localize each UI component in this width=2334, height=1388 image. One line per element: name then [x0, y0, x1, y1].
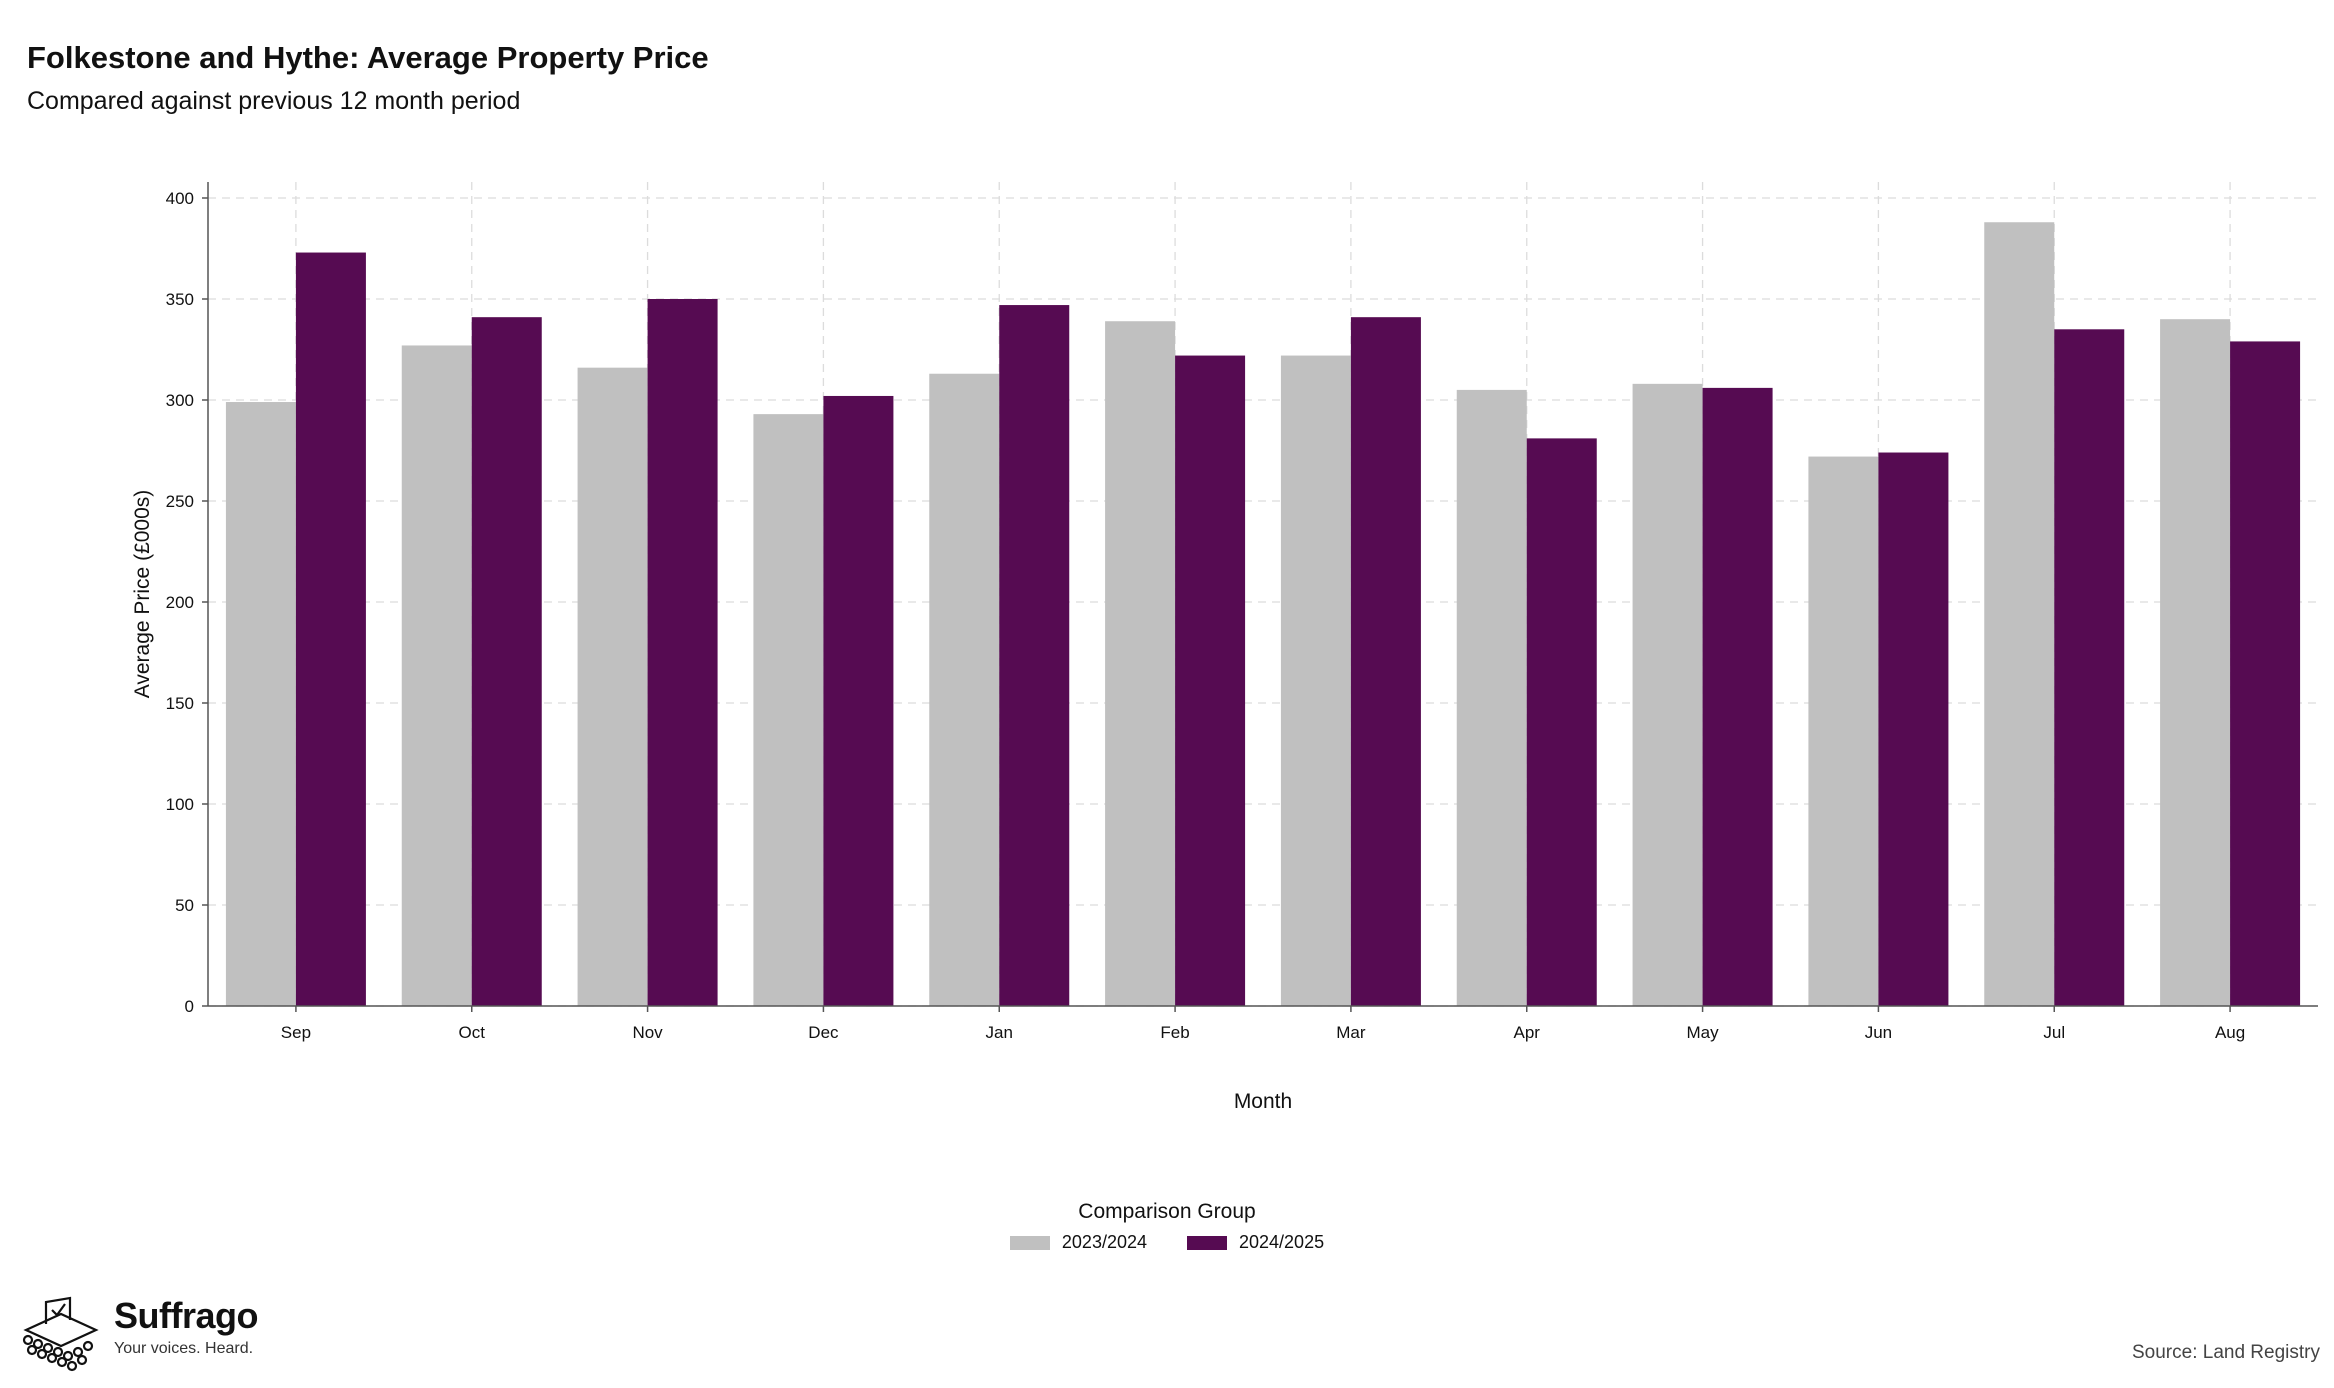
bar-chart: 0 50 100 150 200 250 300 350 400 Sep Oct Nov Dec Jan F… [131, 182, 2318, 1113]
bar [1808, 456, 1879, 1006]
bar [1105, 321, 1176, 1007]
bar [225, 402, 296, 1006]
bar [647, 299, 718, 1006]
y-tick-label: 400 [166, 189, 194, 208]
x-tick-label: Sep [281, 1023, 311, 1042]
x-axis-title: Month [1234, 1090, 1292, 1113]
x-tick-label: Dec [808, 1023, 839, 1042]
bar [1280, 355, 1351, 1006]
brand-tagline: Your voices. Heard. [114, 1339, 254, 1357]
bar [1702, 387, 1773, 1006]
bar [295, 252, 366, 1007]
legend-label: 2023/2024 [1061, 1232, 1147, 1252]
x-tick-label: Feb [1160, 1023, 1189, 1042]
bar [1175, 355, 1246, 1006]
y-tick-label: 350 [166, 290, 194, 309]
y-tick-label: 250 [166, 492, 194, 511]
bar [471, 317, 542, 1006]
legend-swatch [1187, 1235, 1227, 1250]
bar [1878, 452, 1949, 1006]
x-tick-label: Apr [1514, 1023, 1541, 1042]
bar [1350, 317, 1421, 1006]
x-tick-label: May [1687, 1023, 1720, 1042]
legend-item-2023-2024: 2023/2024 [1009, 1232, 1147, 1253]
chart-subtitle: Compared against previous 12 month perio… [27, 87, 521, 115]
brand-name: Suffrago [114, 1295, 259, 1336]
bar [401, 345, 472, 1007]
bar [929, 373, 1000, 1006]
bar [1984, 222, 2055, 1007]
y-tick-label: 100 [166, 795, 194, 814]
x-tick-label: Mar [1336, 1023, 1366, 1042]
ballot-box-icon [22, 1296, 99, 1372]
bar [753, 414, 824, 1006]
bar [2160, 319, 2231, 1006]
y-axis-title: Average Price (£000s) [131, 490, 154, 699]
legend-swatch [1009, 1235, 1050, 1250]
legend: Comparison Group 2023/2024 2024/2025 [0, 1200, 2334, 1253]
bar [2230, 341, 2301, 1006]
brand-logo: Suffrago Your voices. Heard. [16, 1295, 259, 1376]
y-tick-label: 50 [175, 896, 194, 915]
bar [577, 367, 648, 1006]
y-tick-label: 300 [166, 391, 194, 410]
x-tick-label: Jan [986, 1023, 1013, 1042]
x-tick-label: Jul [2043, 1023, 2065, 1042]
bar [823, 395, 894, 1007]
y-tick-label: 200 [166, 593, 194, 612]
bar [1526, 438, 1597, 1006]
bar [1632, 383, 1703, 1007]
bar [999, 305, 1070, 1006]
legend-item-2024-2025: 2024/2025 [1187, 1232, 1324, 1253]
bar [2054, 329, 2125, 1006]
bar [1456, 389, 1527, 1006]
source-note: Source: Land Registry [2132, 1342, 2320, 1363]
x-tick-label: Jun [1865, 1023, 1892, 1042]
x-tick-label: Oct [459, 1023, 486, 1042]
legend-label: 2024/2025 [1239, 1232, 1325, 1252]
legend-title: Comparison Group [1078, 1200, 1256, 1223]
x-tick-label: Nov [632, 1023, 663, 1042]
x-tick-label: Aug [2215, 1023, 2245, 1042]
y-tick-label: 150 [166, 694, 194, 713]
chart-title: Folkestone and Hythe: Average Property P… [27, 40, 709, 75]
y-tick-label: 0 [185, 997, 194, 1016]
